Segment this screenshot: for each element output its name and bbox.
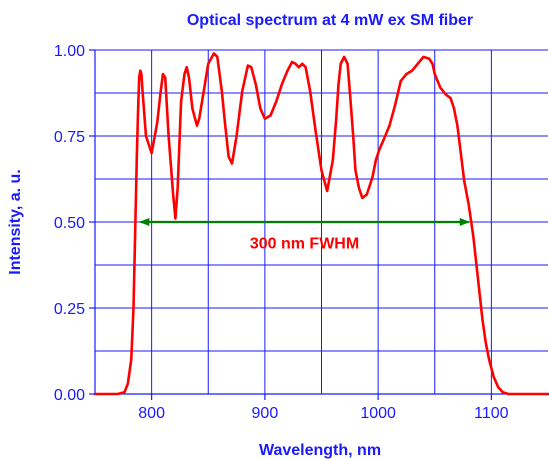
x-tick-label-900: 900	[252, 405, 279, 422]
spectrum-line-0	[93, 52, 549, 396]
y-tick-label-0.75: 0.75	[54, 129, 85, 146]
fwhm-label: 300 nm FWHM	[250, 236, 359, 253]
y-tick-label-0.25: 0.25	[54, 301, 85, 318]
tick-labels: 800 900 1000 1100 0.00 0.25 0.50 0.75 1.00	[54, 43, 509, 422]
x-tick-label-1100: 1100	[474, 405, 509, 422]
y-tick-label-0.50: 0.50	[54, 215, 85, 232]
x-tick-label-1000: 1000	[360, 405, 396, 422]
series-layer	[93, 52, 549, 396]
y-axis-label: Intensity, a. u.	[7, 169, 24, 275]
tick-marks	[89, 49, 492, 400]
chart-title: Optical spectrum at 4 mW ex SM fiber	[187, 12, 473, 29]
x-axis-label: Wavelength, nm	[259, 442, 381, 459]
annotation-layer: 300 nm FWHM	[139, 218, 470, 253]
y-tick-label-0.00: 0.00	[54, 387, 85, 404]
y-tick-label-1.00: 1.00	[54, 43, 85, 60]
x-tick-label-800: 800	[138, 405, 165, 422]
